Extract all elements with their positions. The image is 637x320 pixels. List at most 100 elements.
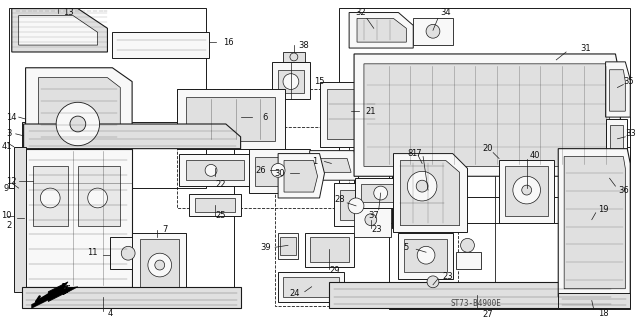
Polygon shape (315, 158, 351, 172)
Polygon shape (355, 178, 408, 208)
Polygon shape (499, 161, 554, 223)
Text: 34: 34 (440, 8, 451, 17)
Polygon shape (24, 124, 241, 149)
Text: 36: 36 (618, 186, 629, 195)
Circle shape (155, 260, 165, 270)
Polygon shape (340, 190, 373, 220)
Text: 24: 24 (290, 289, 300, 298)
Polygon shape (354, 54, 620, 176)
Circle shape (70, 116, 86, 132)
Polygon shape (610, 125, 624, 158)
Text: 26: 26 (255, 166, 266, 175)
Text: 2: 2 (6, 221, 11, 230)
Text: 38: 38 (298, 41, 309, 50)
Polygon shape (399, 233, 453, 279)
Text: 18: 18 (598, 309, 609, 318)
Polygon shape (404, 239, 447, 272)
Polygon shape (278, 70, 304, 93)
Circle shape (290, 53, 298, 61)
Text: 35: 35 (623, 77, 634, 86)
Circle shape (522, 185, 532, 195)
Text: 20: 20 (482, 144, 492, 153)
Polygon shape (248, 149, 310, 193)
Text: 13: 13 (62, 8, 73, 17)
Polygon shape (361, 184, 403, 202)
Circle shape (427, 276, 439, 288)
Text: 29: 29 (329, 267, 340, 276)
Text: 31: 31 (580, 44, 591, 52)
Polygon shape (392, 144, 453, 228)
Text: 39: 39 (260, 243, 271, 252)
Circle shape (205, 164, 217, 176)
Polygon shape (334, 183, 379, 226)
Polygon shape (78, 166, 120, 226)
Polygon shape (180, 154, 250, 186)
Circle shape (283, 74, 299, 90)
Polygon shape (34, 166, 68, 226)
Text: 16: 16 (224, 38, 234, 47)
Polygon shape (112, 32, 209, 58)
Polygon shape (255, 156, 303, 186)
Circle shape (416, 180, 428, 192)
Bar (354, 86, 610, 223)
Polygon shape (558, 149, 630, 297)
Text: 30: 30 (275, 169, 285, 178)
Text: 15: 15 (314, 77, 325, 86)
Polygon shape (140, 239, 180, 292)
Text: 19: 19 (598, 205, 609, 214)
Polygon shape (505, 166, 548, 216)
Text: 1: 1 (312, 157, 317, 166)
Polygon shape (25, 68, 132, 168)
Text: 12: 12 (6, 177, 17, 186)
Text: 7: 7 (162, 225, 168, 234)
Circle shape (407, 171, 437, 201)
Polygon shape (564, 156, 626, 289)
Polygon shape (22, 287, 241, 308)
Polygon shape (272, 62, 310, 99)
Text: 37: 37 (368, 211, 379, 220)
Circle shape (40, 188, 60, 208)
Polygon shape (327, 90, 376, 139)
Polygon shape (304, 233, 354, 267)
Polygon shape (606, 62, 630, 117)
Text: 14: 14 (6, 113, 17, 122)
Text: 23: 23 (443, 272, 453, 281)
Circle shape (461, 238, 475, 252)
Polygon shape (48, 282, 78, 301)
Text: 28: 28 (334, 196, 345, 204)
Polygon shape (34, 184, 97, 198)
Bar (389, 147, 630, 309)
Polygon shape (423, 285, 443, 297)
Text: 17: 17 (411, 149, 422, 158)
Text: 25: 25 (216, 211, 226, 220)
Polygon shape (283, 277, 340, 297)
Polygon shape (132, 233, 187, 299)
Bar (495, 156, 628, 300)
Polygon shape (413, 19, 453, 45)
Text: 33: 33 (625, 129, 636, 138)
Polygon shape (278, 154, 324, 198)
Polygon shape (357, 19, 406, 42)
Polygon shape (320, 82, 383, 147)
Circle shape (148, 253, 171, 277)
Polygon shape (187, 97, 275, 141)
Polygon shape (11, 9, 108, 52)
Circle shape (56, 102, 99, 146)
Polygon shape (18, 15, 97, 45)
Polygon shape (401, 161, 460, 226)
Bar (9, 8, 206, 188)
Polygon shape (394, 154, 468, 233)
Polygon shape (187, 161, 243, 180)
Polygon shape (14, 147, 25, 292)
Text: 40: 40 (529, 151, 540, 160)
Text: 3: 3 (6, 129, 11, 138)
Text: 6: 6 (262, 113, 268, 122)
Polygon shape (606, 119, 627, 164)
Polygon shape (349, 12, 413, 48)
Polygon shape (278, 272, 344, 301)
Polygon shape (38, 78, 120, 156)
Text: 22: 22 (216, 180, 226, 189)
Polygon shape (558, 293, 630, 308)
Polygon shape (176, 90, 285, 149)
Polygon shape (24, 149, 132, 287)
